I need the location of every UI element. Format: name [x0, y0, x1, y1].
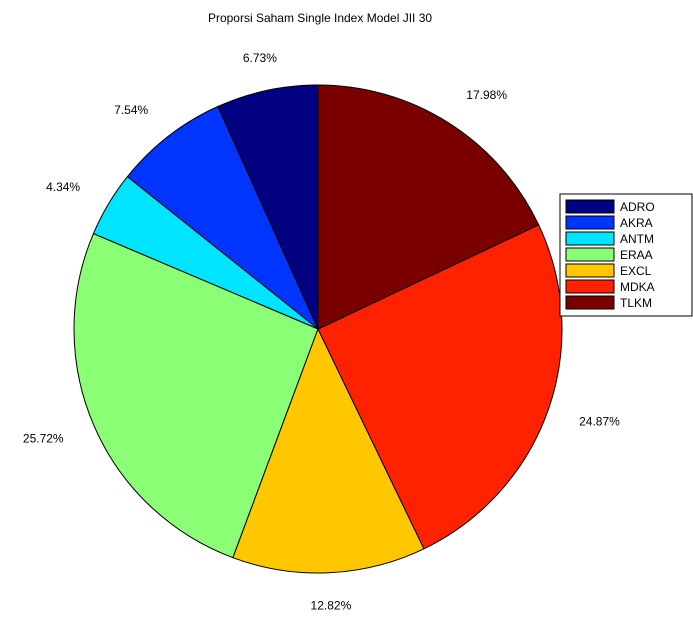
legend-swatch-adro: [565, 199, 615, 214]
pie-slice-excl: [232, 327, 425, 574]
pie-slice-tlkm: [317, 84, 540, 330]
legend-label-antm: ANTM: [620, 232, 654, 246]
pie-slice-akra: [126, 105, 319, 330]
pie-label-tlkm: 17.98%: [466, 88, 507, 102]
legend-swatch-excl: [565, 263, 615, 278]
pie-label-adro: 6.73%: [243, 51, 277, 65]
legend-label-eraa: ERAA: [620, 248, 653, 262]
legend-label-mdka: MDKA: [620, 280, 655, 294]
legend-label-tlkm: TLKM: [620, 296, 652, 310]
pie-label-mdka: 24.87%: [579, 414, 620, 428]
pie-label-eraa: 25.72%: [23, 432, 64, 446]
legend-swatch-akra: [565, 215, 615, 230]
pie-label-akra: 7.54%: [114, 103, 148, 117]
pie-label-excl: 12.82%: [311, 599, 352, 613]
legend-swatch-mdka: [565, 279, 615, 294]
legend-label-akra: AKRA: [620, 216, 653, 230]
legend-swatch-tlkm: [565, 295, 615, 310]
pie-value-labels: 6.73% 7.54% 4.34% 25.72% 12.82% 24.87% 17.98%: [23, 51, 620, 613]
legend: ADRO AKRA ANTM ERAA EXCL MDKA TLKM: [559, 193, 693, 317]
legend-swatch-eraa: [565, 247, 615, 262]
chart-title: Proporsi Saham Single Index Model JII 30: [208, 11, 432, 25]
legend-swatch-antm: [565, 231, 615, 246]
pie-label-antm: 4.34%: [46, 180, 80, 194]
legend-label-adro: ADRO: [620, 200, 655, 214]
pie-slices: [73, 84, 563, 574]
pie-slice-eraa: [73, 232, 319, 559]
legend-label-excl: EXCL: [620, 264, 652, 278]
pie-slice-mdka: [317, 224, 563, 550]
